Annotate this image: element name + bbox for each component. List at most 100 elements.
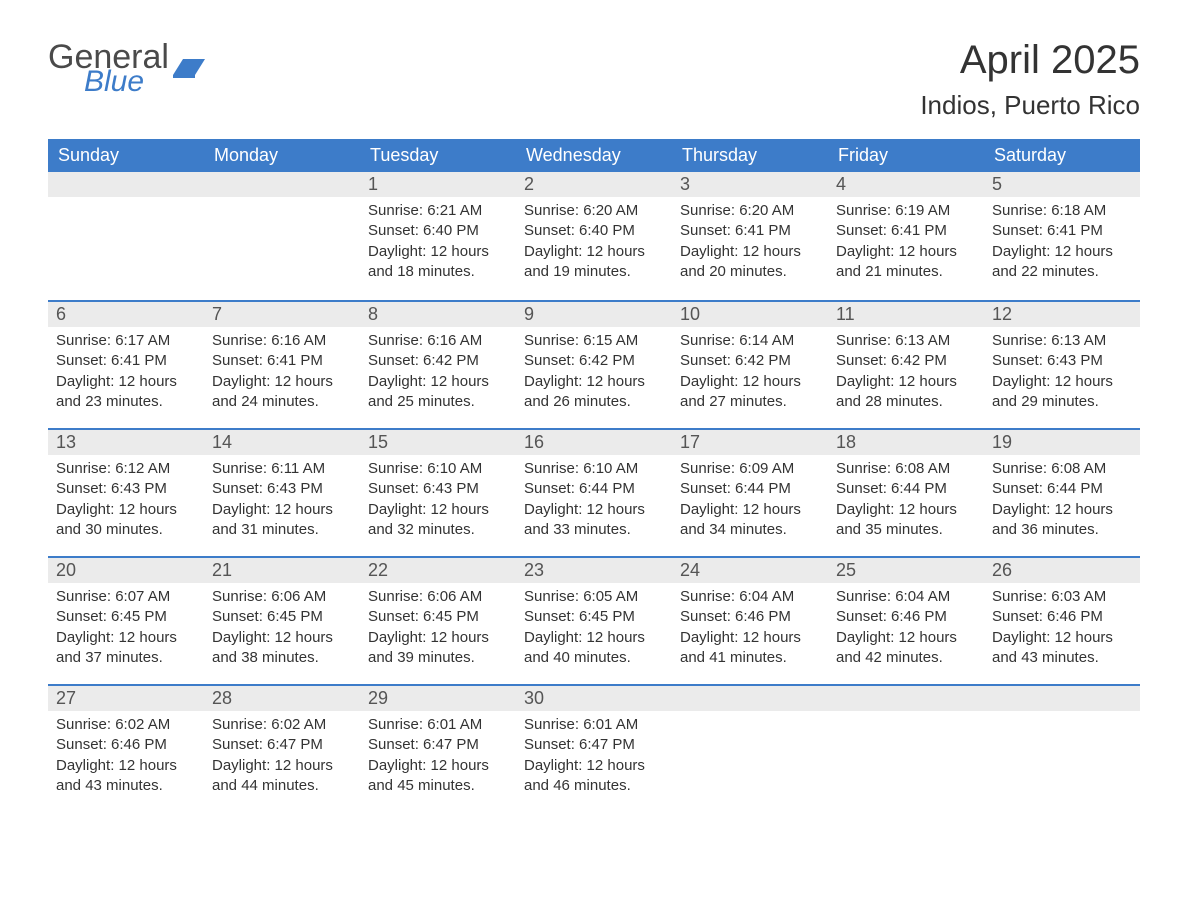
daylight-line: Daylight: 12 hours (836, 372, 976, 392)
daylight-line: Daylight: 12 hours (836, 500, 976, 520)
day-details: Sunrise: 6:08 AMSunset: 6:44 PMDaylight:… (828, 455, 984, 540)
sunrise-line: Sunrise: 6:17 AM (56, 331, 196, 351)
sunset-line: Sunset: 6:42 PM (524, 351, 664, 371)
sunrise-line: Sunrise: 6:19 AM (836, 201, 976, 221)
calendar-day-cell: 19Sunrise: 6:08 AMSunset: 6:44 PMDayligh… (984, 428, 1140, 556)
daylight-line: Daylight: 12 hours (368, 500, 508, 520)
daylight-line: Daylight: 12 hours (992, 242, 1132, 262)
sunset-line: Sunset: 6:45 PM (212, 607, 352, 627)
location-subtitle: Indios, Puerto Rico (920, 90, 1140, 121)
day-details: Sunrise: 6:10 AMSunset: 6:43 PMDaylight:… (360, 455, 516, 540)
calendar-day-cell: 20Sunrise: 6:07 AMSunset: 6:45 PMDayligh… (48, 556, 204, 684)
sunrise-line: Sunrise: 6:16 AM (212, 331, 352, 351)
weekday-header: Wednesday (516, 139, 672, 172)
day-details: Sunrise: 6:09 AMSunset: 6:44 PMDaylight:… (672, 455, 828, 540)
daylight-line: and 31 minutes. (212, 520, 352, 540)
day-number: 11 (828, 300, 984, 327)
calendar-day-cell: 4Sunrise: 6:19 AMSunset: 6:41 PMDaylight… (828, 172, 984, 300)
calendar-day-cell: 29Sunrise: 6:01 AMSunset: 6:47 PMDayligh… (360, 684, 516, 812)
title-block: April 2025 Indios, Puerto Rico (920, 40, 1140, 121)
daylight-line: and 18 minutes. (368, 262, 508, 282)
calendar-day-cell: 9Sunrise: 6:15 AMSunset: 6:42 PMDaylight… (516, 300, 672, 428)
daylight-line: and 46 minutes. (524, 776, 664, 796)
day-details: Sunrise: 6:04 AMSunset: 6:46 PMDaylight:… (828, 583, 984, 668)
calendar-day-cell: 3Sunrise: 6:20 AMSunset: 6:41 PMDaylight… (672, 172, 828, 300)
calendar-day-cell: 2Sunrise: 6:20 AMSunset: 6:40 PMDaylight… (516, 172, 672, 300)
daylight-line: and 27 minutes. (680, 392, 820, 412)
day-details: Sunrise: 6:16 AMSunset: 6:41 PMDaylight:… (204, 327, 360, 412)
day-number: 23 (516, 556, 672, 583)
day-details: Sunrise: 6:15 AMSunset: 6:42 PMDaylight:… (516, 327, 672, 412)
calendar-week-row: 20Sunrise: 6:07 AMSunset: 6:45 PMDayligh… (48, 556, 1140, 684)
sunrise-line: Sunrise: 6:20 AM (680, 201, 820, 221)
day-details: Sunrise: 6:01 AMSunset: 6:47 PMDaylight:… (516, 711, 672, 796)
sunset-line: Sunset: 6:46 PM (56, 735, 196, 755)
day-number: 9 (516, 300, 672, 327)
weekday-header: Sunday (48, 139, 204, 172)
sunset-line: Sunset: 6:41 PM (992, 221, 1132, 241)
calendar-day-cell: 12Sunrise: 6:13 AMSunset: 6:43 PMDayligh… (984, 300, 1140, 428)
sunset-line: Sunset: 6:47 PM (524, 735, 664, 755)
day-number: 8 (360, 300, 516, 327)
day-details: Sunrise: 6:07 AMSunset: 6:45 PMDaylight:… (48, 583, 204, 668)
sunrise-line: Sunrise: 6:20 AM (524, 201, 664, 221)
sunrise-line: Sunrise: 6:13 AM (992, 331, 1132, 351)
sunset-line: Sunset: 6:43 PM (992, 351, 1132, 371)
sunset-line: Sunset: 6:45 PM (368, 607, 508, 627)
day-number: 21 (204, 556, 360, 583)
calendar-day-cell: 10Sunrise: 6:14 AMSunset: 6:42 PMDayligh… (672, 300, 828, 428)
sunrise-line: Sunrise: 6:01 AM (368, 715, 508, 735)
daylight-line: and 43 minutes. (992, 648, 1132, 668)
sunset-line: Sunset: 6:42 PM (680, 351, 820, 371)
day-number: 1 (360, 172, 516, 197)
sunset-line: Sunset: 6:45 PM (56, 607, 196, 627)
sunrise-line: Sunrise: 6:01 AM (524, 715, 664, 735)
sunrise-line: Sunrise: 6:12 AM (56, 459, 196, 479)
daylight-line: and 43 minutes. (56, 776, 196, 796)
daylight-line: Daylight: 12 hours (56, 756, 196, 776)
calendar-day-cell: 16Sunrise: 6:10 AMSunset: 6:44 PMDayligh… (516, 428, 672, 556)
sunset-line: Sunset: 6:47 PM (212, 735, 352, 755)
day-details: Sunrise: 6:08 AMSunset: 6:44 PMDaylight:… (984, 455, 1140, 540)
day-number: 3 (672, 172, 828, 197)
weekday-header: Tuesday (360, 139, 516, 172)
sunset-line: Sunset: 6:44 PM (992, 479, 1132, 499)
day-details: Sunrise: 6:16 AMSunset: 6:42 PMDaylight:… (360, 327, 516, 412)
daylight-line: and 36 minutes. (992, 520, 1132, 540)
daylight-line: and 22 minutes. (992, 262, 1132, 282)
day-details: Sunrise: 6:04 AMSunset: 6:46 PMDaylight:… (672, 583, 828, 668)
daylight-line: and 19 minutes. (524, 262, 664, 282)
weekday-header: Saturday (984, 139, 1140, 172)
daylight-line: Daylight: 12 hours (56, 500, 196, 520)
sunset-line: Sunset: 6:43 PM (368, 479, 508, 499)
daylight-line: Daylight: 12 hours (992, 628, 1132, 648)
sunrise-line: Sunrise: 6:02 AM (56, 715, 196, 735)
daylight-line: Daylight: 12 hours (992, 500, 1132, 520)
day-number: 16 (516, 428, 672, 455)
sunrise-line: Sunrise: 6:06 AM (212, 587, 352, 607)
calendar-day-cell: 27Sunrise: 6:02 AMSunset: 6:46 PMDayligh… (48, 684, 204, 812)
daylight-line: Daylight: 12 hours (524, 242, 664, 262)
day-number: 7 (204, 300, 360, 327)
day-number: 2 (516, 172, 672, 197)
sunset-line: Sunset: 6:44 PM (524, 479, 664, 499)
day-number (204, 172, 360, 197)
weekday-header: Friday (828, 139, 984, 172)
calendar-week-row: 13Sunrise: 6:12 AMSunset: 6:43 PMDayligh… (48, 428, 1140, 556)
sunrise-line: Sunrise: 6:08 AM (992, 459, 1132, 479)
sunset-line: Sunset: 6:46 PM (680, 607, 820, 627)
day-details: Sunrise: 6:13 AMSunset: 6:42 PMDaylight:… (828, 327, 984, 412)
sunset-line: Sunset: 6:41 PM (212, 351, 352, 371)
day-details: Sunrise: 6:03 AMSunset: 6:46 PMDaylight:… (984, 583, 1140, 668)
day-details: Sunrise: 6:18 AMSunset: 6:41 PMDaylight:… (984, 197, 1140, 282)
calendar-day-cell: 26Sunrise: 6:03 AMSunset: 6:46 PMDayligh… (984, 556, 1140, 684)
daylight-line: and 42 minutes. (836, 648, 976, 668)
header: General Blue April 2025 Indios, Puerto R… (48, 40, 1140, 121)
daylight-line: and 30 minutes. (56, 520, 196, 540)
day-details: Sunrise: 6:17 AMSunset: 6:41 PMDaylight:… (48, 327, 204, 412)
calendar-day-cell: 8Sunrise: 6:16 AMSunset: 6:42 PMDaylight… (360, 300, 516, 428)
sunrise-line: Sunrise: 6:16 AM (368, 331, 508, 351)
daylight-line: Daylight: 12 hours (680, 628, 820, 648)
calendar-day-cell (828, 684, 984, 812)
day-number: 19 (984, 428, 1140, 455)
